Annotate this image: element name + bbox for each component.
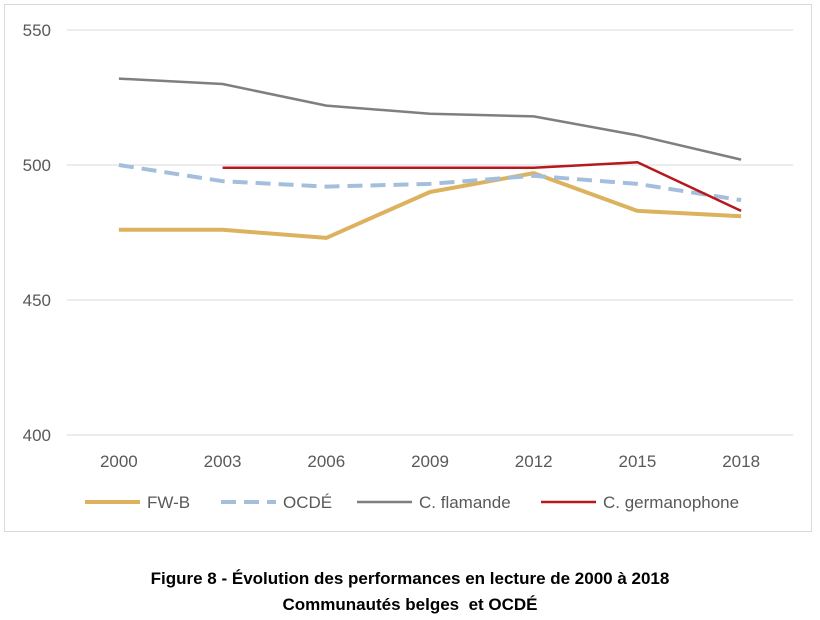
x-tick-label: 2018 [722, 452, 760, 471]
y-tick-label: 400 [23, 426, 51, 445]
x-tick-label: 2006 [307, 452, 345, 471]
y-tick-label: 550 [23, 21, 51, 40]
legend-label: C. flamande [419, 493, 511, 512]
legend-label: FW-B [147, 493, 190, 512]
line-chart: 400 450 500 550 2000 2003 2006 2009 2012 2015 201… [23, 21, 793, 512]
x-tick-label: 2003 [204, 452, 242, 471]
caption-line-1: Figure 8 - Évolution des performances en… [150, 569, 670, 588]
y-tick-label: 450 [23, 291, 51, 310]
y-tick-label: 500 [23, 156, 51, 175]
series-line-3 [222, 161, 742, 213]
legend: FW-B OCDÉ C. flamande C. germanophone [85, 493, 739, 512]
x-axis-ticks: 2000 2003 2006 2009 2012 2015 2018 [100, 452, 760, 471]
x-tick-label: 2015 [619, 452, 657, 471]
series-line-0 [118, 171, 742, 240]
series-lines [118, 77, 742, 240]
legend-label: C. germanophone [603, 493, 739, 512]
chart-frame: 400 450 500 550 2000 2003 2006 2009 2012 2015 201… [4, 4, 812, 532]
x-tick-label: 2009 [411, 452, 449, 471]
series-line-1 [118, 163, 742, 203]
x-tick-label: 2000 [100, 452, 138, 471]
x-tick-label: 2012 [515, 452, 553, 471]
figure-caption: Figure 8 - Évolution des performances en… [0, 566, 820, 618]
series-line-2 [118, 77, 742, 161]
y-axis-ticks: 400 450 500 550 [23, 21, 51, 445]
gridlines [67, 29, 793, 436]
legend-label: OCDÉ [283, 493, 332, 512]
caption-line-2: Communautés belges et OCDÉ [282, 595, 538, 614]
